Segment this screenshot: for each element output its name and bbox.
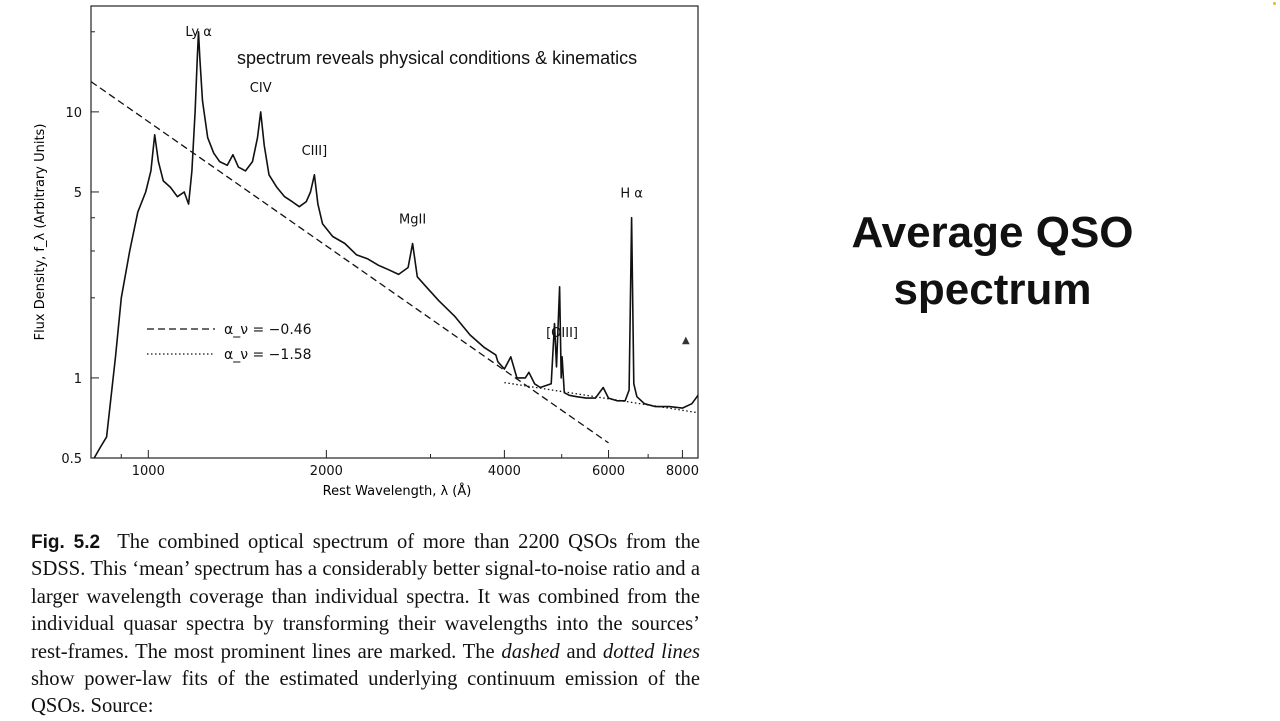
slide-title-line-2: spectrum [893,265,1092,314]
line-label: CIII] [302,144,328,159]
caption-emphasis-dotted: dotted lines [602,640,700,663]
caption-and: and [566,640,597,663]
line-annotations: Ly α CIV CIII] MgII [OIII] H α [185,25,642,341]
legend-label: α_ν = −1.58 [224,347,312,363]
line-label: Ly α [185,25,211,40]
caption-text-end: show power-law fits of the estimated und… [31,668,700,718]
figure-caption: Fig. 5.2 The combined optical spectrum o… [31,529,700,721]
y-axis: 0.5 1 5 10 [61,31,99,467]
y-axis-label: Flux Density, f_λ (Arbitrary Units) [33,124,48,341]
series-solid [93,30,699,459]
chart-annotation: spectrum reveals physical conditions & k… [237,48,638,68]
line-label: MgII [399,213,426,228]
legend: α_ν = −0.46 α_ν = −1.58 [147,322,312,363]
line-label: CIV [250,81,272,96]
line-label: H α [620,187,642,202]
x-tick-label: 8000 [666,464,699,479]
slide-title-line-1: Average QSO [851,208,1134,257]
x-tick-label: 2000 [310,464,343,479]
caption-emphasis-dashed: dashed [501,640,560,663]
spectrum-chart: 1000 2000 4000 6000 8000 0.5 1 5 10 Ly α CIV CIII… [33,5,699,499]
y-tick-label: 5 [74,186,82,201]
series-dashed [90,81,609,444]
x-axis: 1000 2000 4000 6000 8000 [120,450,699,479]
series-layer [90,30,699,459]
x-axis-label: Rest Wavelength, λ (Å) [323,483,472,499]
line-label: [OIII] [546,326,578,341]
figure-label: Fig. 5.2 [31,532,101,553]
indicator-dot [1273,2,1276,5]
mouse-cursor-icon: ▲ [682,335,690,346]
plot-frame [90,5,699,459]
caption-text: The combined optical spectrum of more th… [31,531,701,663]
x-tick-label: 4000 [488,464,521,479]
y-tick-label: 0.5 [61,452,82,467]
y-tick-label: 1 [74,372,82,387]
series-dotted [504,381,699,414]
legend-label: α_ν = −0.46 [224,322,312,338]
x-tick-label: 1000 [132,464,165,479]
y-tick-label: 10 [65,106,82,121]
x-tick-label: 6000 [592,464,625,479]
slide-title: Average QSO spectrum [820,204,1165,318]
